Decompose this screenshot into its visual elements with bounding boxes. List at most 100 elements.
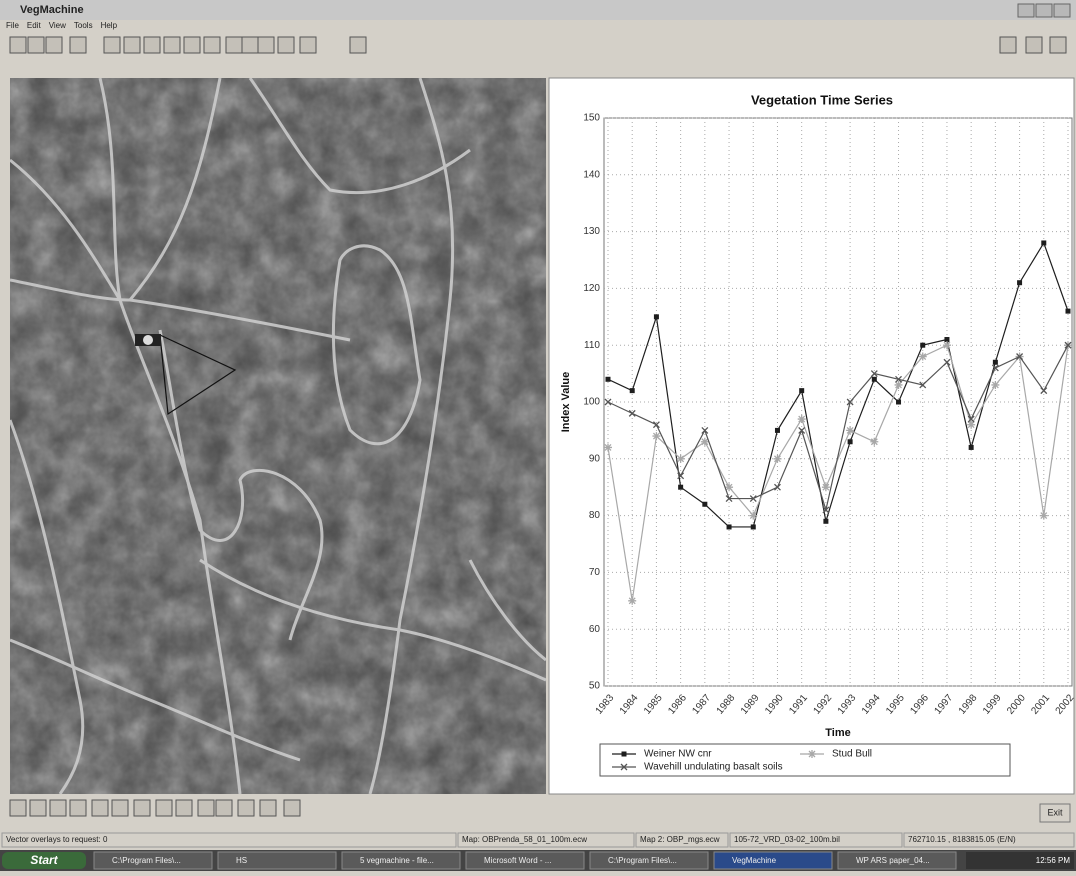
tool-button[interactable] <box>242 37 258 53</box>
tool-button[interactable] <box>144 37 160 53</box>
menu-item[interactable]: View <box>49 21 66 30</box>
task-label[interactable]: C:\Program Files\... <box>608 856 677 865</box>
point <box>991 381 999 389</box>
point <box>1041 240 1046 245</box>
tool-button[interactable] <box>46 37 62 53</box>
app-window: VegMachine File Edit View Tools Help Vegetat… <box>0 0 1076 871</box>
status-text: 105-72_VRD_03-02_100m.bil <box>734 835 840 844</box>
tool-button[interactable] <box>70 37 86 53</box>
y-axis-label: Index Value <box>560 372 572 433</box>
point <box>870 438 878 446</box>
point <box>993 360 998 365</box>
toolbar <box>10 37 1066 53</box>
title-bar <box>0 0 1076 20</box>
tool-button[interactable] <box>134 800 150 816</box>
tool-button[interactable] <box>226 37 242 53</box>
tool-button[interactable] <box>104 37 120 53</box>
menu-item[interactable]: Edit <box>27 21 42 30</box>
task-label[interactable]: VegMachine <box>732 856 777 865</box>
point <box>654 314 659 319</box>
point <box>628 597 636 605</box>
minimize-button[interactable] <box>1018 4 1034 17</box>
point <box>846 426 854 434</box>
task-list: C:\Program Files\... HS 5 vegmachine - fil… <box>94 852 956 869</box>
point <box>1017 280 1022 285</box>
menu-bar: File Edit View Tools Help <box>6 21 118 30</box>
legend-label: Wavehill undulating basalt soils <box>644 762 783 773</box>
task-label[interactable]: 5 vegmachine - file... <box>360 856 434 865</box>
point <box>606 377 611 382</box>
tool-button[interactable] <box>50 800 66 816</box>
point <box>1040 512 1048 520</box>
tool-button[interactable] <box>176 800 192 816</box>
clock: 12:56 PM <box>1036 856 1071 865</box>
status-text: Vector overlays to request: 0 <box>6 835 108 844</box>
close-button[interactable] <box>1054 4 1070 17</box>
menu-item[interactable]: Tools <box>74 21 93 30</box>
y-tick-label: 130 <box>583 226 600 237</box>
status-bar: Vector overlays to request: 0 Map: OBPren… <box>2 833 1074 847</box>
tool-button[interactable] <box>216 800 232 816</box>
tool-button[interactable] <box>184 37 200 53</box>
task-label[interactable]: HS <box>236 856 247 865</box>
y-tick-label: 120 <box>583 283 600 294</box>
legend-label: Stud Bull <box>832 749 872 760</box>
tool-button[interactable] <box>204 37 220 53</box>
window-title: VegMachine <box>20 4 84 16</box>
tool-button[interactable] <box>164 37 180 53</box>
point <box>652 432 660 440</box>
point <box>702 502 707 507</box>
status-text: Map: OBPrenda_58_01_100m.ecw <box>462 835 587 844</box>
maximize-button[interactable] <box>1036 4 1052 17</box>
y-tick-label: 140 <box>583 169 600 180</box>
point <box>751 524 756 529</box>
tool-button[interactable] <box>28 37 44 53</box>
task-label[interactable]: C:\Program Files\... <box>112 856 181 865</box>
tool-button[interactable] <box>350 37 366 53</box>
point <box>727 524 732 529</box>
exit-label[interactable]: Exit <box>1047 807 1063 817</box>
tool-button[interactable] <box>260 800 276 816</box>
tool-button[interactable] <box>238 800 254 816</box>
page: VegMachine File Edit View Tools Help Vegetat… <box>0 0 1076 871</box>
point <box>630 388 635 393</box>
y-tick-label: 80 <box>589 510 601 521</box>
tool-button[interactable] <box>258 37 274 53</box>
tool-button[interactable] <box>284 800 300 816</box>
chart-title: Vegetation Time Series <box>751 92 893 107</box>
point <box>920 343 925 348</box>
point <box>1066 309 1071 314</box>
tool-button[interactable] <box>112 800 128 816</box>
tool-button[interactable] <box>10 800 26 816</box>
menu-item[interactable]: File <box>6 21 19 30</box>
tool-button[interactable] <box>124 37 140 53</box>
tool-button[interactable] <box>300 37 316 53</box>
task-label[interactable]: WP ARS paper_04... <box>856 856 930 865</box>
tool-button[interactable] <box>1026 37 1042 53</box>
y-tick-label: 60 <box>589 624 601 635</box>
map-view[interactable] <box>10 78 546 794</box>
start-label[interactable]: Start <box>30 853 58 867</box>
point <box>773 455 781 463</box>
y-tick-label: 90 <box>589 453 601 464</box>
tool-button[interactable] <box>10 37 26 53</box>
tool-button[interactable] <box>156 800 172 816</box>
y-tick-label: 100 <box>583 397 600 408</box>
tool-button[interactable] <box>1050 37 1066 53</box>
tool-button[interactable] <box>30 800 46 816</box>
tool-button[interactable] <box>1000 37 1016 53</box>
tool-button[interactable] <box>70 800 86 816</box>
y-tick-label: 110 <box>584 340 600 351</box>
point <box>604 443 612 451</box>
task-label[interactable]: Microsoft Word - ... <box>484 856 551 865</box>
menu-item[interactable]: Help <box>101 21 118 30</box>
point <box>919 353 927 361</box>
point <box>848 439 853 444</box>
tool-button[interactable] <box>278 37 294 53</box>
point <box>677 455 685 463</box>
point <box>799 388 804 393</box>
point <box>943 341 951 349</box>
tool-button[interactable] <box>92 800 108 816</box>
tool-button[interactable] <box>198 800 214 816</box>
point <box>808 750 816 758</box>
